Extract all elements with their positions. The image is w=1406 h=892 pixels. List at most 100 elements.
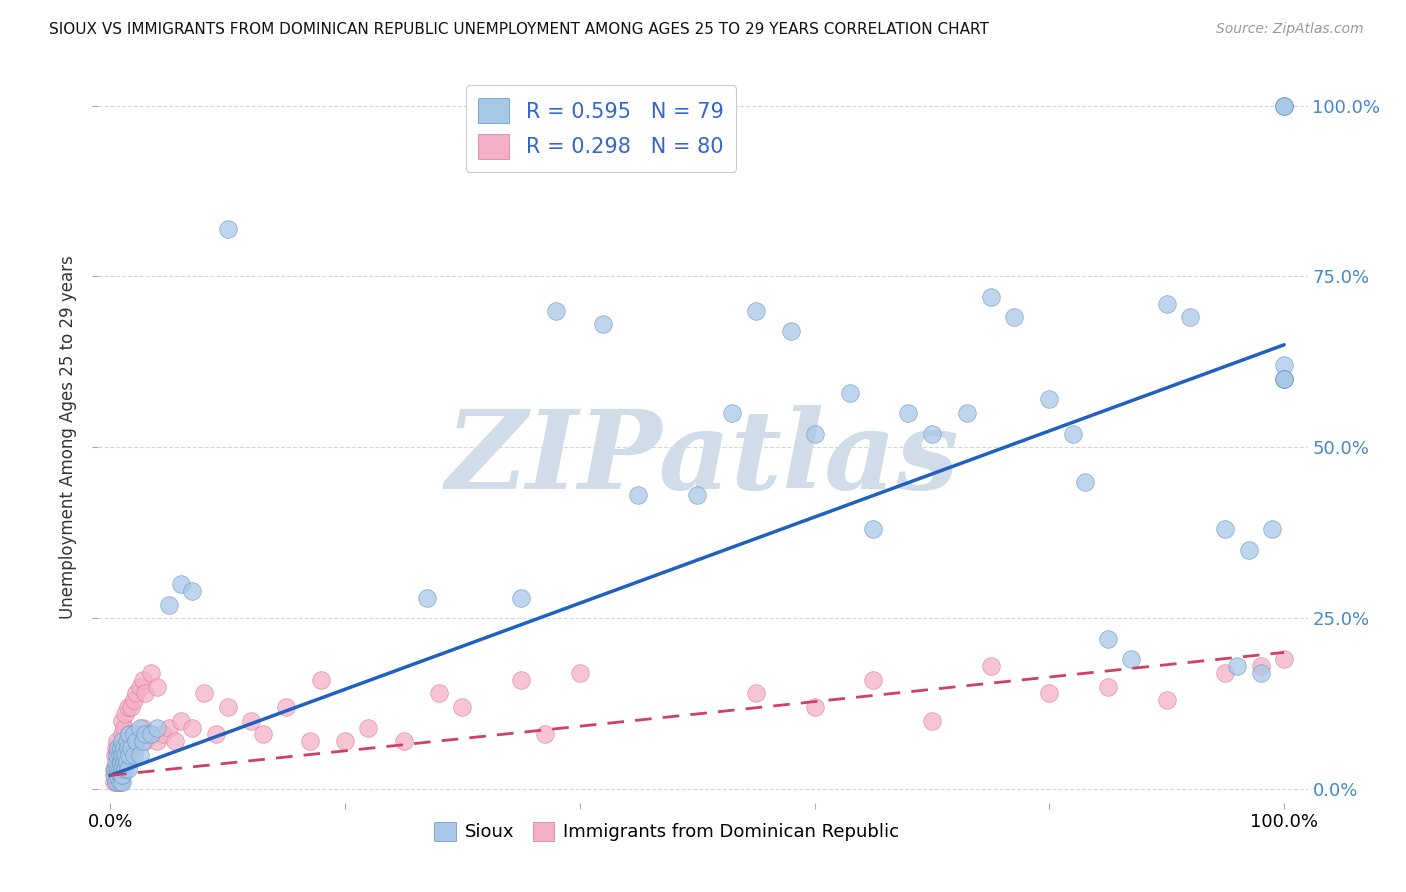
Point — [745, 303, 768, 318]
Point — [103, 768, 125, 782]
Point — [125, 734, 148, 748]
Point — [533, 727, 555, 741]
Point — [108, 768, 131, 782]
Point — [980, 659, 1002, 673]
Point — [104, 768, 127, 782]
Point — [104, 762, 127, 776]
Point — [510, 591, 533, 605]
Point — [1215, 522, 1237, 536]
Point — [111, 727, 134, 741]
Point — [217, 221, 239, 235]
Point — [1038, 392, 1060, 407]
Point — [193, 686, 215, 700]
Point — [627, 488, 650, 502]
Point — [141, 665, 163, 680]
Point — [112, 755, 135, 769]
Point — [110, 747, 132, 762]
Point — [134, 734, 156, 748]
Point — [568, 665, 591, 680]
Point — [114, 706, 136, 721]
Point — [1272, 359, 1295, 373]
Point — [108, 762, 131, 776]
Point — [157, 721, 180, 735]
Point — [108, 775, 131, 789]
Point — [115, 755, 138, 769]
Point — [105, 775, 128, 789]
Point — [1038, 686, 1060, 700]
Point — [132, 734, 155, 748]
Point — [333, 734, 356, 748]
Point — [105, 775, 128, 789]
Point — [592, 318, 614, 332]
Point — [451, 700, 474, 714]
Point — [128, 680, 150, 694]
Point — [276, 700, 298, 714]
Text: ZIPatlas: ZIPatlas — [446, 405, 960, 513]
Point — [921, 426, 943, 441]
Point — [125, 734, 148, 748]
Point — [1156, 693, 1178, 707]
Point — [111, 747, 134, 762]
Point — [357, 721, 380, 735]
Point — [111, 768, 134, 782]
Point — [105, 734, 128, 748]
Point — [1250, 659, 1272, 673]
Point — [117, 741, 139, 756]
Point — [1097, 632, 1119, 646]
Point — [181, 721, 204, 735]
Point — [1261, 522, 1284, 536]
Point — [132, 721, 155, 735]
Point — [103, 775, 125, 789]
Point — [114, 762, 136, 776]
Point — [108, 755, 131, 769]
Point — [721, 406, 744, 420]
Point — [298, 734, 321, 748]
Point — [146, 680, 169, 694]
Point — [169, 714, 191, 728]
Point — [132, 673, 155, 687]
Point — [1215, 665, 1237, 680]
Point — [1180, 310, 1202, 325]
Point — [157, 598, 180, 612]
Point — [112, 755, 135, 769]
Point — [110, 762, 132, 776]
Point — [427, 686, 450, 700]
Point — [1237, 542, 1260, 557]
Point — [107, 747, 129, 762]
Point — [1272, 652, 1295, 666]
Point — [114, 747, 136, 762]
Point — [1272, 372, 1295, 386]
Point — [921, 714, 943, 728]
Point — [103, 762, 125, 776]
Point — [105, 741, 128, 756]
Text: Source: ZipAtlas.com: Source: ZipAtlas.com — [1216, 22, 1364, 37]
Point — [1272, 98, 1295, 112]
Point — [107, 762, 129, 776]
Point — [118, 727, 141, 741]
Point — [780, 324, 803, 338]
Point — [111, 734, 134, 748]
Point — [163, 734, 186, 748]
Point — [1272, 372, 1295, 386]
Point — [122, 741, 145, 756]
Point — [122, 693, 145, 707]
Point — [115, 734, 138, 748]
Point — [416, 591, 439, 605]
Point — [115, 734, 138, 748]
Point — [111, 714, 134, 728]
Point — [980, 290, 1002, 304]
Point — [105, 768, 128, 782]
Point — [111, 775, 134, 789]
Point — [125, 686, 148, 700]
Point — [128, 747, 150, 762]
Point — [105, 747, 128, 762]
Point — [311, 673, 333, 687]
Point — [204, 727, 226, 741]
Point — [118, 727, 141, 741]
Point — [110, 768, 132, 782]
Point — [105, 768, 128, 782]
Point — [956, 406, 979, 420]
Point — [110, 741, 132, 756]
Point — [117, 741, 139, 756]
Point — [1272, 98, 1295, 112]
